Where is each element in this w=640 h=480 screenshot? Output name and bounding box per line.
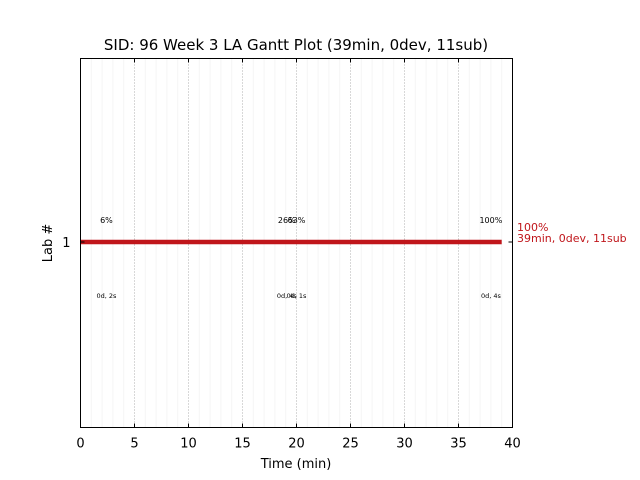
x-tick-label: 20 [288, 437, 305, 452]
chart-title: SID: 96 Week 3 LA Gantt Plot (39min, 0de… [104, 36, 488, 54]
x-axis-label: Time (min) [260, 457, 332, 472]
y-axis-label: Lab # [41, 224, 56, 263]
x-tick-label: 0 [76, 437, 84, 452]
milestone-percent: 6% [100, 216, 113, 225]
end-label-summary: 39min, 0dev, 11sub [517, 232, 627, 245]
milestone-detail: 0d, 2s [96, 292, 117, 300]
x-tick-label: 15 [234, 437, 251, 452]
x-tick-label: 35 [450, 437, 467, 452]
milestone-annotations: 6% 0d, 2s 26% 0d, 4s 63% 0d, 1s 100% 0d, 4s [96, 216, 502, 300]
x-tick-label: 10 [180, 437, 197, 452]
y-tick-label: 1 [62, 236, 70, 251]
milestone-detail: 0d, 4s [481, 292, 502, 300]
x-tick-label: 5 [130, 437, 138, 452]
milestone-percent: 100% [479, 216, 502, 225]
milestone-percent: 63% [288, 216, 306, 225]
y-axis-ticks: 1 [62, 236, 513, 251]
milestone-percent: 26% [278, 216, 296, 225]
end-label-percent: 100% [517, 221, 548, 234]
x-axis-ticks: 0 5 10 15 20 25 30 35 40 [76, 58, 521, 452]
x-tick-label: 40 [504, 437, 521, 452]
milestone-detail: 0d, 4s [277, 292, 298, 300]
milestone-detail: 0d, 1s [287, 292, 308, 300]
x-tick-label: 25 [342, 437, 359, 452]
x-tick-label: 30 [396, 437, 413, 452]
